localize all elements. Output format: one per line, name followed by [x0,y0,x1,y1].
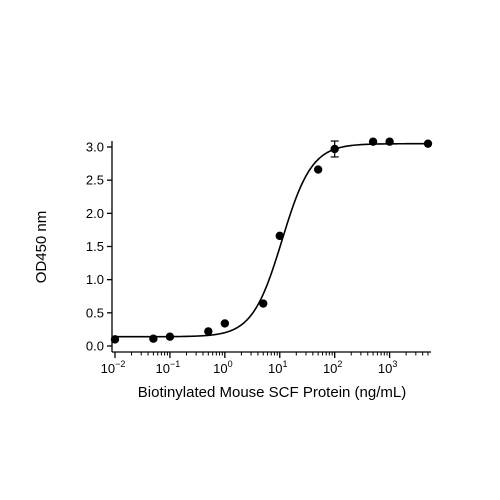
axes: 0.0 0.5 1.0 1.5 2.0 2.5 3.0 10−2 10−1 100 101 102 10… [86,140,431,376]
data-point [110,335,120,344]
x-tick-label: 100 [213,359,232,376]
y-tick-label: 1.5 [86,239,104,254]
y-axis-title: OD450 nm [33,211,50,284]
y-tick-label: 1.0 [86,272,104,287]
y-tick-label: 3.0 [86,140,104,155]
x-tick-label: 101 [268,359,287,376]
data-point [423,139,433,148]
x-tick-label: 10−1 [156,359,181,376]
data-point [313,165,323,174]
data-point [275,231,284,241]
x-axis-title: Biotinylated Mouse SCF Protein (ng/mL) [138,384,406,401]
x-tick-label: 10−2 [101,359,126,376]
y-tick-label: 2.0 [86,206,104,221]
fit-curve-layer [115,142,429,338]
y-tick-label: 0.5 [86,305,104,320]
x-tick-label: 103 [378,359,397,376]
data-point [149,334,158,343]
data-point [165,332,175,341]
y-tick-label: 2.5 [86,173,104,188]
data-point [368,137,378,146]
data-points-layer [110,137,433,344]
data-point [204,327,213,336]
data-point [330,144,339,154]
fit-curve [115,142,429,338]
data-point [385,137,394,146]
data-point [259,299,268,308]
y-tick-label: 0.0 [86,339,104,354]
x-tick-label: 102 [323,359,342,376]
data-point [220,319,230,328]
